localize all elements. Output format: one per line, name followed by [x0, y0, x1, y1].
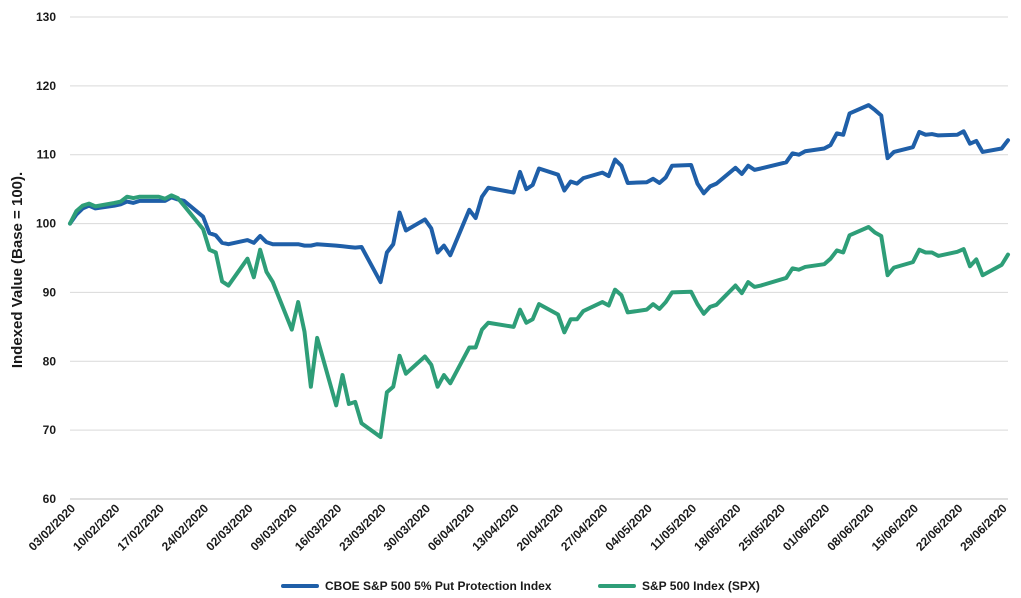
y-tick-label: 120: [36, 79, 56, 93]
gridlines: [70, 16, 1008, 431]
x-axis-tick-labels: 03/02/202010/02/202017/02/202024/02/2020…: [26, 501, 1010, 554]
x-tick-label: 03/02/2020: [26, 501, 79, 554]
y-tick-label: 100: [36, 217, 56, 231]
y-tick-label: 80: [43, 354, 57, 368]
sp500-index-line: [68, 193, 1010, 440]
legend-item: CBOE S&P 500 5% Put Protection Index: [281, 579, 552, 593]
x-tick-label: 29/06/2020: [957, 501, 1010, 554]
x-tick-label: 08/06/2020: [824, 501, 877, 554]
x-tick-label: 18/05/2020: [691, 501, 744, 554]
x-tick-label: 23/03/2020: [336, 501, 389, 554]
legend-label: S&P 500 Index (SPX): [642, 579, 760, 593]
x-tick-label: 06/04/2020: [425, 501, 478, 554]
y-axis-tick-labels: 60 70 80 90 100 110 120 130: [36, 10, 56, 506]
x-tick-label: 15/06/2020: [869, 501, 922, 554]
y-tick-label: 90: [43, 285, 57, 299]
x-tick-label: 04/05/2020: [602, 501, 655, 554]
x-tick-label: 22/06/2020: [913, 501, 966, 554]
legend: CBOE S&P 500 5% Put Protection Index S&P …: [281, 579, 760, 593]
x-tick-label: 25/05/2020: [736, 501, 789, 554]
y-tick-label: 70: [43, 423, 57, 437]
x-tick-label: 16/03/2020: [292, 501, 345, 554]
y-axis-title: Indexed Value (Base = 100).: [9, 172, 26, 368]
x-tick-label: 13/04/2020: [469, 501, 522, 554]
x-tick-label: 30/03/2020: [381, 501, 434, 554]
put-protection-index-line: [68, 103, 1010, 285]
legend-item: S&P 500 Index (SPX): [598, 579, 760, 593]
x-tick-label: 17/02/2020: [114, 501, 167, 554]
x-tick-label: 27/04/2020: [558, 501, 611, 554]
legend-label: CBOE S&P 500 5% Put Protection Index: [325, 579, 552, 593]
x-tick-label: 02/03/2020: [203, 501, 256, 554]
y-tick-label: 110: [37, 148, 57, 162]
x-tick-label: 24/02/2020: [159, 501, 212, 554]
x-tick-label: 09/03/2020: [248, 501, 301, 554]
y-tick-label: 130: [36, 10, 56, 24]
x-tick-label: 10/02/2020: [70, 501, 123, 554]
x-tick-label: 20/04/2020: [514, 501, 567, 554]
series-lines: [68, 103, 1010, 440]
y-tick-label: 60: [43, 492, 57, 506]
x-tick-label: 01/06/2020: [780, 501, 833, 554]
